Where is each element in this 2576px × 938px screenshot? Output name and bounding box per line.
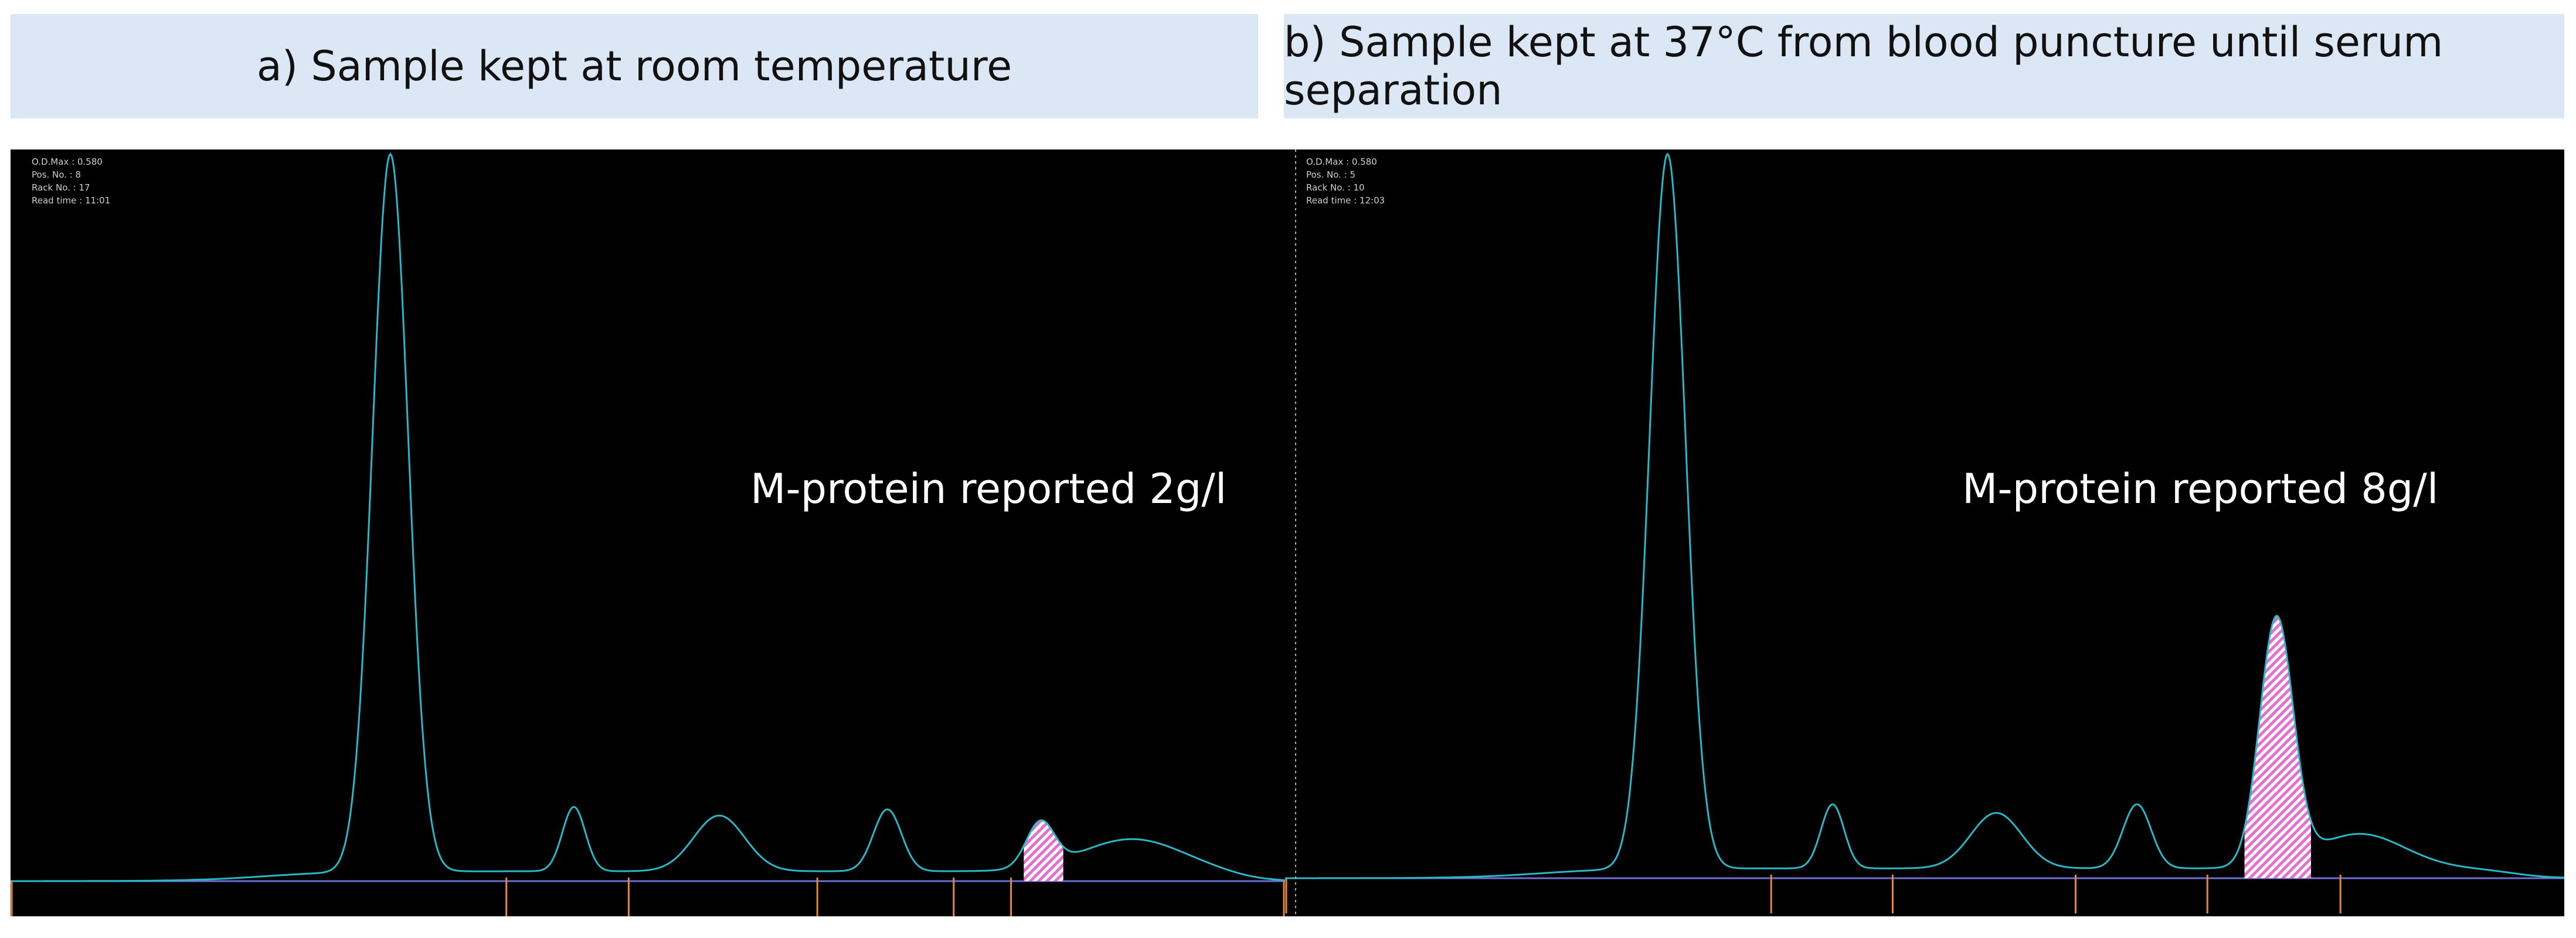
m-protein-annotation-a: M-protein reported 2g/l <box>750 465 1227 513</box>
electropherogram-panel-b: O.D.Max : 0.580 Pos. No. : 5 Rack No. : … <box>1285 149 2564 916</box>
info-od-max: O.D.Max : 0.580 <box>32 157 103 167</box>
panel-a-title: a) Sample kept at room temperature <box>11 14 1258 118</box>
densitometry-trace <box>1285 152 2564 879</box>
info-rack-no: Rack No. : 17 <box>32 182 90 193</box>
info-block-a: O.D.Max : 0.580 Pos. No. : 8 Rack No. : … <box>32 155 110 207</box>
info-read-time: Read time : 11:01 <box>32 195 111 206</box>
info-od-max: O.D.Max : 0.580 <box>1306 157 1377 167</box>
densitometry-trace <box>11 152 1285 882</box>
panel-b-title: b) Sample kept at 37°C from blood punctu… <box>1284 14 2564 118</box>
info-rack-no: Rack No. : 10 <box>1306 182 1365 193</box>
info-read-time: Read time : 12:03 <box>1306 195 1385 206</box>
m-protein-area <box>1024 820 1063 881</box>
info-pos-no: Pos. No. : 5 <box>1306 169 1356 180</box>
chart-a-svg <box>11 152 1285 916</box>
info-pos-no: Pos. No. : 8 <box>32 169 81 180</box>
info-block-b: O.D.Max : 0.580 Pos. No. : 5 Rack No. : … <box>1306 155 1385 207</box>
chart-b-svg <box>1285 149 2564 916</box>
m-protein-annotation-b: M-protein reported 8g/l <box>1962 465 2439 513</box>
m-protein-area <box>2244 616 2311 878</box>
electropherogram-panel-a: O.D.Max : 0.580 Pos. No. : 8 Rack No. : … <box>11 149 1285 916</box>
